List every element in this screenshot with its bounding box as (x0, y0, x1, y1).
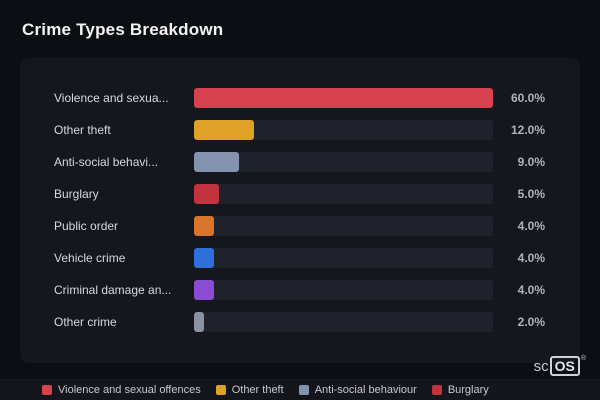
legend-bar: Violence and sexual offences Other theft A… (0, 379, 600, 400)
legend-item[interactable]: Other theft (215, 383, 284, 396)
page-title: Crime Types Breakdown (22, 20, 224, 39)
bar-track (194, 120, 493, 140)
brand-prefix: sc (533, 357, 549, 375)
legend-swatch (298, 384, 309, 395)
bar-row: Vehicle crime 4.0% (54, 248, 545, 268)
bar-value: 2.0% (517, 315, 545, 329)
bar[interactable] (194, 88, 493, 108)
bar-row: Public order 4.0% (54, 216, 545, 236)
bar-row: Burglary 5.0% (54, 184, 545, 204)
bar-track (194, 184, 493, 204)
bar-row: Other theft 12.0% (54, 120, 545, 140)
legend-swatch (431, 384, 442, 395)
legend-swatch (215, 384, 226, 395)
bar-track (194, 88, 493, 108)
bar-row: Violence and sexua... 60.0% (54, 88, 545, 108)
bar-label: Violence and sexua... (54, 91, 169, 105)
registered-mark: ® (580, 355, 586, 362)
legend-item[interactable]: Burglary (431, 383, 489, 396)
bar[interactable] (194, 152, 239, 172)
legend-item[interactable]: Anti-social behaviour (298, 383, 417, 396)
bar-value: 5.0% (517, 187, 545, 201)
bar-label: Other theft (54, 123, 111, 137)
bar[interactable] (194, 120, 254, 140)
bar-track (194, 216, 493, 236)
bar[interactable] (194, 248, 214, 268)
bar-label: Criminal damage an... (54, 283, 172, 297)
bar-value: 9.0% (517, 155, 545, 169)
bar-label: Burglary (54, 187, 99, 201)
bar-track (194, 280, 493, 300)
bar-value: 4.0% (517, 251, 545, 265)
bar-value: 4.0% (517, 219, 545, 233)
bar-label: Public order (54, 219, 119, 233)
legend-label: Burglary (447, 383, 489, 396)
legend-label: Other theft (231, 383, 284, 396)
legend-label: Violence and sexual offences (58, 383, 201, 396)
bar-row: Other crime 2.0% (54, 312, 545, 332)
bar[interactable] (194, 216, 214, 236)
bar-label: Anti-social behavi... (54, 155, 159, 169)
bar[interactable] (194, 280, 214, 300)
bar-label: Other crime (54, 315, 117, 329)
bar-track (194, 312, 493, 332)
bar-value: 60.0% (510, 91, 545, 105)
bar[interactable] (194, 312, 204, 332)
legend-swatch (42, 384, 52, 395)
bar-track (194, 248, 493, 268)
bar-label: Vehicle crime (54, 251, 126, 265)
bar-chart: Violence and sexua... 60.0% Other theft 12.… (54, 88, 545, 332)
scos-logo: sc OS ® (533, 355, 586, 376)
bar-row: Anti-social behavi... 9.0% (54, 152, 545, 172)
bar-row: Criminal damage an... 4.0% (54, 280, 545, 300)
legend-item[interactable]: Violence and sexual offences (42, 384, 201, 396)
bar-value: 12.0% (510, 123, 545, 137)
bar[interactable] (194, 184, 219, 204)
bar-value: 4.0% (517, 283, 545, 297)
legend-label: Anti-social behaviour (314, 383, 417, 396)
brand-box: OS (549, 356, 580, 376)
bar-track (194, 152, 493, 172)
chart-card: Violence and sexua... 60.0% Other theft 12.… (20, 58, 580, 363)
